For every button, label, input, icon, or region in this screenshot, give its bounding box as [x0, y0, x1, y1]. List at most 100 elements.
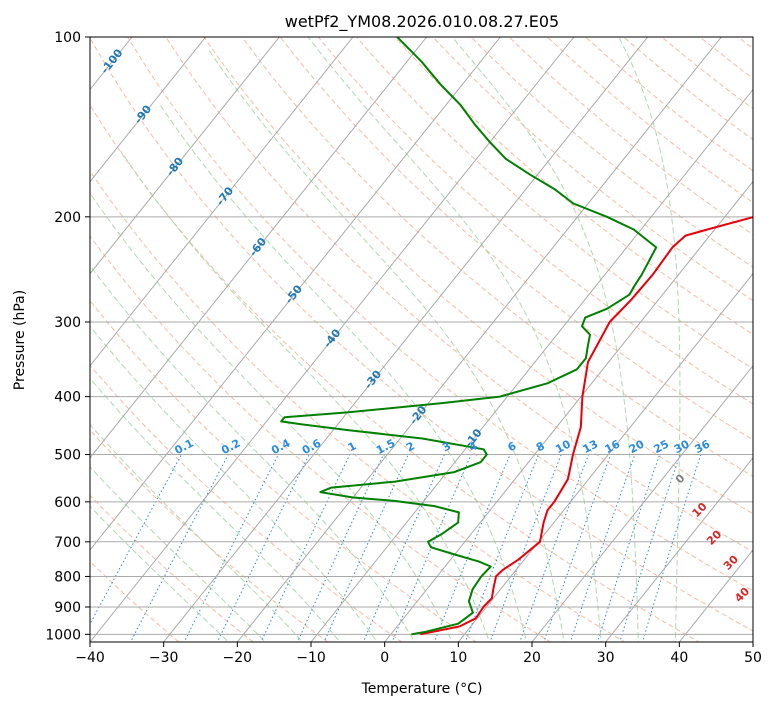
dry-adiabat	[241, 37, 753, 477]
dry-adiabat	[661, 37, 753, 110]
moist-adiabat	[451, 37, 639, 642]
isotherm	[236, 37, 722, 642]
y-tick-label: 500	[54, 448, 81, 464]
moist-adiabat-label: 0	[673, 471, 688, 486]
mixing-ratio-label: 30	[672, 437, 692, 456]
mixing-ratio-label: 2	[404, 439, 417, 454]
isotherm	[90, 37, 575, 642]
mixing-ratio-line	[260, 454, 351, 642]
x-tick-label: 0	[380, 650, 389, 666]
mixing-ratio-line	[569, 454, 636, 642]
isotherm	[531, 364, 753, 642]
isotherm	[90, 37, 207, 183]
dry-adiabat	[90, 299, 477, 642]
isotherm	[163, 37, 649, 642]
isotherm	[752, 641, 753, 642]
mixing-ratio-line	[216, 454, 310, 642]
x-axis: −40 −30 −20 −10 0 10 20 30 40 50	[75, 642, 762, 666]
mixing-ratio-line	[323, 454, 409, 642]
mixing-ratio-line	[90, 454, 182, 626]
moist-adiabat-label: 40	[732, 585, 752, 605]
mixing-ratio-label: 3	[440, 439, 453, 454]
mixing-ratio-line	[183, 454, 279, 642]
mixing-ratio-line	[519, 454, 590, 642]
dry-adiabat	[127, 37, 753, 592]
moist-adiabat	[90, 505, 229, 642]
isotherm	[678, 549, 753, 642]
isotherm	[384, 180, 753, 642]
dry-adiabat	[90, 104, 700, 642]
x-tick-label: −40	[75, 650, 105, 666]
moist-adiabat	[208, 49, 565, 642]
mixing-ratio-label: 25	[651, 438, 671, 457]
dry-adiabat	[90, 364, 403, 642]
x-tick-label: 50	[744, 650, 762, 666]
moist-adiabat-label: 20	[704, 527, 724, 547]
isotherm	[90, 37, 280, 275]
chart-title: wetPf2_YM08.2026.010.08.27.E05	[285, 12, 559, 32]
isotherm	[310, 88, 753, 642]
mixing-ratio-label: 10	[553, 437, 573, 456]
plot-frame	[89, 36, 754, 643]
y-tick-label: 800	[54, 569, 81, 585]
dewpoint-trace	[280, 37, 658, 636]
dry-adiabat	[317, 37, 753, 405]
moist-adiabat	[90, 377, 341, 642]
dry-adiabat	[470, 37, 753, 268]
isotherm	[457, 272, 753, 642]
moist-adiabat	[90, 466, 267, 642]
dry-adiabat	[279, 37, 753, 441]
mixing-ratio-line	[619, 454, 681, 642]
isotherm	[90, 37, 428, 459]
isotherm	[0, 37, 58, 642]
dry-adiabat	[203, 37, 753, 515]
dry-adiabat	[90, 494, 254, 642]
mixing-ratio-line	[489, 454, 562, 642]
x-tick-label: −20	[223, 650, 253, 666]
dry-adiabat	[546, 37, 753, 204]
moist-adiabat-label: 30	[721, 553, 741, 573]
mixing-ratio-line	[543, 454, 612, 642]
y-tick-label: 200	[54, 210, 81, 226]
mixing-ratio-label: 13	[581, 438, 601, 457]
mixing-ratio-label: 36	[693, 437, 713, 456]
isotherm	[605, 457, 753, 642]
dry-adiabat	[165, 37, 753, 553]
isotherm	[90, 37, 501, 551]
x-tick-label: −10	[296, 650, 326, 666]
moist-adiabat	[90, 192, 453, 642]
isotherm	[90, 37, 354, 367]
dry-adiabat	[355, 37, 753, 370]
y-tick-label: 700	[54, 535, 81, 551]
y-axis-label: Pressure (hPa)	[12, 290, 28, 390]
dry-adiabat	[760, 24, 775, 647]
moist-adiabat	[159, 104, 528, 642]
y-tick-label: 900	[54, 600, 81, 616]
mixing-ratio-line	[464, 454, 539, 642]
mixing-ratio-line	[433, 454, 511, 642]
moist-adiabat	[90, 264, 416, 642]
y-axis: 100 200 300 400 500 600 700 800 900 1000	[45, 30, 90, 643]
dry-adiabat	[90, 37, 753, 632]
y-tick-label: 300	[54, 315, 81, 331]
mixing-ratio-line	[130, 454, 229, 642]
dry-adiabat	[622, 37, 753, 141]
x-tick-label: 20	[523, 650, 541, 666]
background-lines	[0, 24, 775, 647]
mixing-ratio-line	[596, 454, 661, 642]
mixing-ratio-line	[391, 454, 472, 642]
mixing-ratio-label: 20	[627, 437, 647, 456]
x-tick-label: 10	[449, 650, 467, 666]
x-tick-label: 40	[670, 650, 688, 666]
moist-adiabat	[90, 423, 304, 642]
moist-adiabat-label: 10	[690, 500, 710, 520]
temperature-trace	[420, 216, 753, 636]
y-tick-label: 100	[54, 30, 81, 46]
y-tick-label: 400	[54, 390, 81, 406]
moist-adiabat	[120, 150, 490, 642]
x-tick-label: 30	[597, 650, 615, 666]
mixing-ratio-label: 6	[506, 439, 519, 454]
moist-adiabat	[307, 37, 602, 642]
moist-adiabat	[90, 325, 378, 642]
